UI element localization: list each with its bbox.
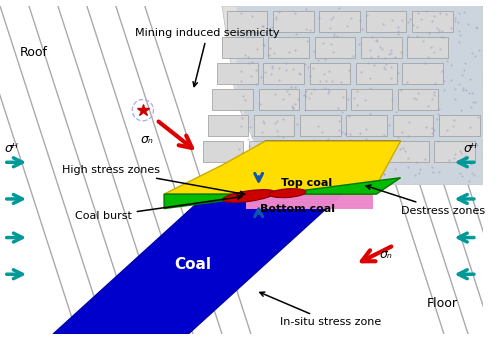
Text: Roof: Roof	[20, 46, 48, 59]
Polygon shape	[264, 63, 304, 84]
Polygon shape	[356, 63, 397, 84]
Ellipse shape	[222, 190, 276, 203]
Polygon shape	[273, 11, 314, 32]
Polygon shape	[53, 141, 401, 334]
Text: In-situ stress zone: In-situ stress zone	[260, 292, 381, 327]
Polygon shape	[361, 37, 402, 58]
Polygon shape	[217, 63, 258, 84]
Polygon shape	[236, 6, 482, 185]
Polygon shape	[208, 115, 248, 136]
Text: σₙ: σₙ	[380, 249, 392, 261]
Polygon shape	[222, 6, 482, 185]
Text: Coal: Coal	[174, 257, 212, 272]
Text: Destress zones: Destress zones	[366, 185, 484, 216]
Polygon shape	[314, 37, 355, 58]
Polygon shape	[300, 115, 341, 136]
Text: High stress zones: High stress zones	[62, 165, 244, 196]
Polygon shape	[254, 115, 294, 136]
Text: σᴴ: σᴴ	[463, 142, 477, 155]
Polygon shape	[352, 89, 392, 110]
Polygon shape	[258, 89, 299, 110]
Polygon shape	[434, 141, 475, 162]
Polygon shape	[320, 11, 360, 32]
Polygon shape	[268, 37, 309, 58]
Polygon shape	[202, 141, 243, 162]
Polygon shape	[164, 178, 400, 209]
Text: σₙ: σₙ	[140, 133, 153, 146]
Ellipse shape	[270, 189, 306, 198]
Polygon shape	[346, 115, 387, 136]
Polygon shape	[393, 115, 434, 136]
Text: Coal burst: Coal burst	[75, 195, 241, 221]
Polygon shape	[222, 37, 262, 58]
Polygon shape	[164, 141, 400, 194]
Polygon shape	[305, 89, 346, 110]
Text: Bottom coal: Bottom coal	[260, 204, 335, 214]
Text: σᴴ: σᴴ	[4, 142, 18, 155]
Polygon shape	[310, 63, 350, 84]
Polygon shape	[412, 11, 453, 32]
Text: Floor: Floor	[426, 297, 458, 310]
Text: Mining induced seismicity: Mining induced seismicity	[135, 28, 280, 86]
Polygon shape	[439, 115, 480, 136]
Polygon shape	[408, 37, 448, 58]
Polygon shape	[388, 141, 428, 162]
Polygon shape	[398, 89, 438, 110]
Polygon shape	[227, 11, 268, 32]
Text: Top coal: Top coal	[282, 177, 333, 188]
Polygon shape	[342, 141, 382, 162]
Polygon shape	[366, 11, 406, 32]
Polygon shape	[402, 63, 443, 84]
Polygon shape	[296, 141, 336, 162]
Polygon shape	[249, 141, 290, 162]
Polygon shape	[212, 89, 253, 110]
